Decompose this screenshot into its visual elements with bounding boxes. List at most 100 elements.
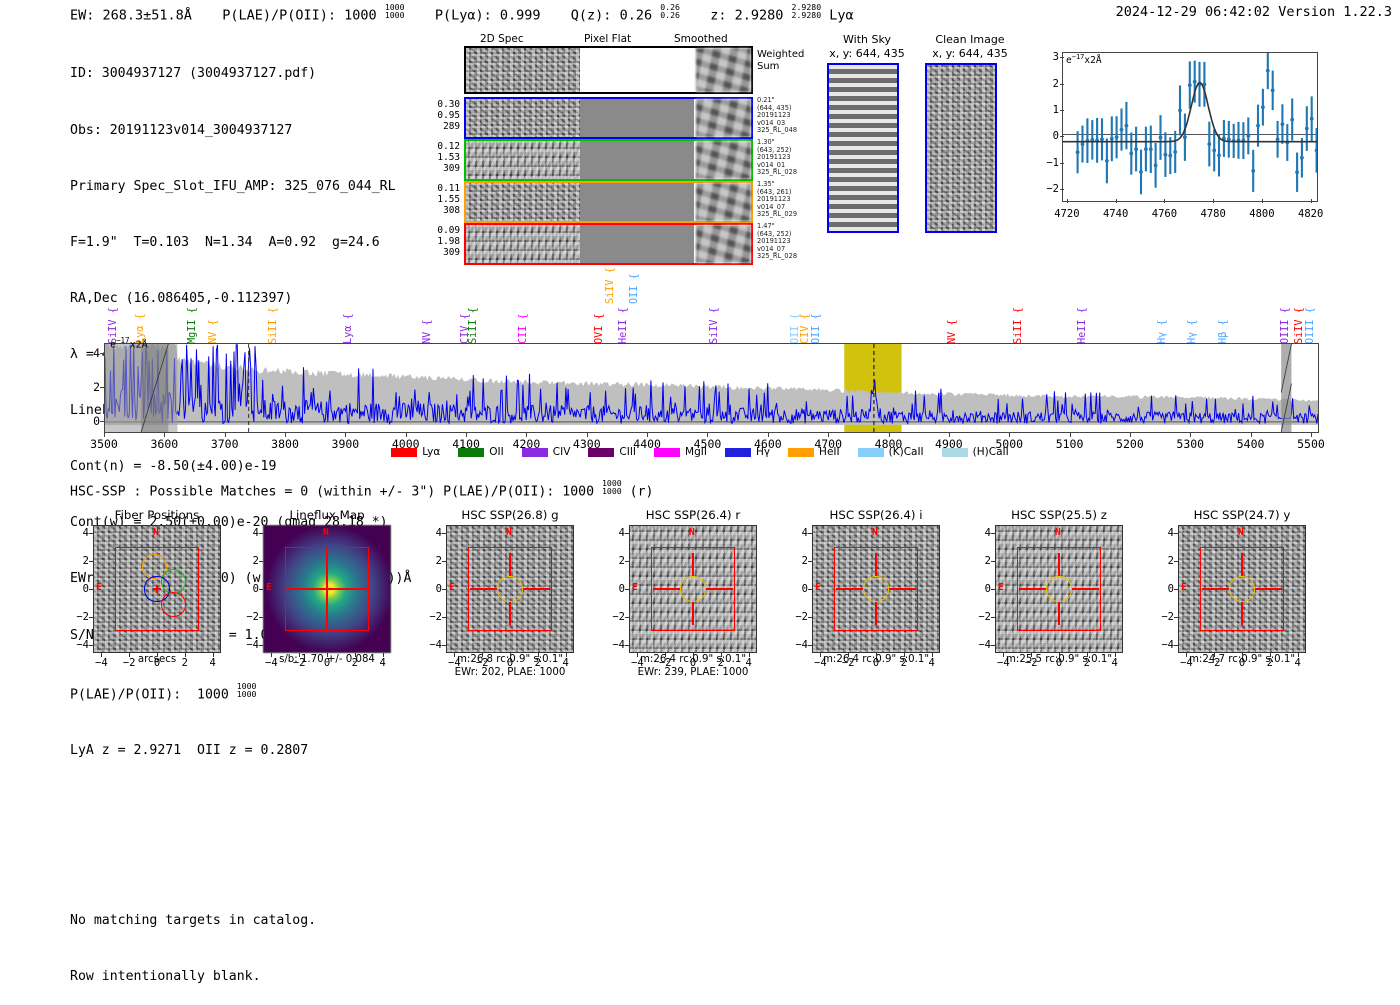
fiber-row-images bbox=[464, 223, 753, 265]
cutout-xtick: −2 bbox=[658, 657, 672, 669]
cutout-ytick: 4 bbox=[801, 527, 808, 540]
cutout-panel[interactable]: HSC SSP(26.4) i N E 4 2 0 −2 −4 −4 −2 0 2 4 m:26.4 … bbox=[781, 505, 971, 669]
east-label: E bbox=[632, 582, 638, 593]
fiber-row[interactable]: 0.09 1.98 309 1.47" (643, 252) 20191123 v014… bbox=[424, 222, 824, 265]
legend-label: (H)CaII bbox=[972, 446, 1009, 458]
cutout-panel[interactable]: HSC SSP(26.8) g N E 4 2 0 −2 −4 −4 −2 0 2 4 m:26.8 … bbox=[415, 505, 605, 678]
spectrum-units-label: e−17x2Å bbox=[110, 336, 148, 351]
north-label: N bbox=[506, 527, 512, 538]
hsc-band-suffix: (r) bbox=[629, 484, 654, 500]
spectrum-line-label: OII { bbox=[811, 313, 823, 344]
cutout-ytick: 0 bbox=[1167, 583, 1174, 595]
north-label: N bbox=[1055, 527, 1061, 538]
cutout-ytick: 2 bbox=[435, 555, 442, 568]
cutout-xtick: 4 bbox=[209, 657, 216, 669]
spectrum-line-label: NV { bbox=[946, 319, 958, 344]
spectrum-line-label: HeII { bbox=[1076, 307, 1088, 344]
cutout-panel[interactable]: Lineflux Map N E 4 2 0 −2 −4 −4 −2 0 2 4 s/b: 1.70 … bbox=[232, 505, 422, 669]
cutout-ytick: −2 bbox=[795, 610, 808, 623]
spectrum-xtick: 5500 bbox=[1297, 437, 1325, 451]
emission-line-fit-chart[interactable]: e−17x2Å −2 −1 0 1 2 3 4720 4740 4760 4780 4800 4820 bbox=[1040, 51, 1323, 224]
spectrum-line-label: Hβ { bbox=[1218, 319, 1230, 344]
photometric-aperture-circle bbox=[680, 576, 706, 602]
fiber-row-stats: 0.30 0.95 289 bbox=[437, 99, 460, 133]
weighted-sum-pixelflat-image bbox=[580, 48, 694, 92]
cutout-panel[interactable]: Fiber Positions N E 4 2 0 −2 −4 −4 −2 0 2 4 arcsecs bbox=[62, 505, 252, 669]
spectrum-line-label: CII { bbox=[518, 313, 530, 344]
fiber-row-images bbox=[464, 181, 753, 223]
clean-image-cutout[interactable]: Clean Image x, y: 644, 435 bbox=[925, 33, 1015, 233]
cutout-xtick: −4 bbox=[265, 657, 278, 669]
spectrum-ytick: 4 bbox=[93, 346, 100, 361]
cutout-xtick: −4 bbox=[448, 657, 461, 669]
legend-swatch bbox=[941, 447, 968, 457]
spectrum-svg bbox=[105, 344, 1318, 432]
fiber-row[interactable]: 0.30 0.95 289 0.21" (644, 435) 20191123 v014… bbox=[424, 96, 824, 139]
spectrum-xtick: 5000 bbox=[995, 437, 1024, 451]
north-label: N bbox=[872, 527, 878, 538]
cutout-panel[interactable]: HSC SSP(25.5) z N E 4 2 0 −2 −4 −4 −2 0 2 4 m:25.5 … bbox=[964, 505, 1154, 669]
fiber-divider bbox=[694, 99, 696, 137]
info-line-seeing: F=1.9" T=0.103 N=1.34 A=0.92 g=24.6 bbox=[70, 234, 380, 250]
east-label: E bbox=[998, 582, 1004, 593]
cutout-panel[interactable]: HSC SSP(24.7) y N E 4 2 0 −2 −4 −4 −2 0 2 4 m:24.7 … bbox=[1147, 505, 1337, 669]
cutout-panel[interactable]: HSC SSP(26.4) r N E 4 2 0 −2 −4 −4 −2 0 2 4 m:26.4 … bbox=[598, 505, 788, 678]
fiber-smoothed-image bbox=[695, 99, 751, 137]
cutout-ytick: 2 bbox=[618, 555, 625, 568]
east-label: E bbox=[815, 582, 821, 593]
spectrum-line-label: MgII { bbox=[186, 307, 198, 344]
east-label: E bbox=[449, 582, 455, 593]
full-spectrum-chart[interactable]: SiIV {Lyα {MgII {NV {SiII {Lyα {NV {CIV … bbox=[0, 267, 1400, 466]
spectrum-xtick: 3800 bbox=[271, 437, 299, 451]
cutout-xtick: −2 bbox=[122, 657, 136, 669]
info-line-contn: Cont(n) = -8.50(±4.00)e-19 bbox=[70, 459, 277, 475]
spectrum-xtick: 4700 bbox=[814, 437, 843, 451]
cutout-xtick: 4 bbox=[928, 657, 935, 669]
spectrum-line-label: Hγ { bbox=[1187, 319, 1199, 344]
cutout-ytick: 2 bbox=[801, 555, 808, 568]
fiber-circle bbox=[144, 576, 170, 602]
plae-fraction: 1000 1000 bbox=[384, 2, 405, 21]
cutout-xtick: 2 bbox=[1266, 657, 1273, 669]
cutout-title: HSC SSP(24.7) y bbox=[1193, 508, 1291, 522]
cutout-xtick: −2 bbox=[1207, 657, 1221, 669]
with-sky-cutout[interactable]: With Sky x, y: 644, 435 bbox=[827, 33, 907, 233]
fiber-2dspec-image bbox=[466, 183, 580, 221]
footer-line-2: Row intentionally blank. bbox=[70, 968, 261, 984]
hsc-ssp-match-line: HSC-SSP : Possible Matches = 0 (within +… bbox=[70, 479, 654, 500]
line-fit-xtick: 4760 bbox=[1151, 208, 1178, 220]
legend-item: CIV bbox=[521, 446, 570, 458]
fiber-row[interactable]: 0.12 1.53 309 1.30" (643, 252) 20191123 v014… bbox=[424, 138, 824, 181]
spectrum-plot-area bbox=[104, 343, 1319, 433]
fiber-smoothed-image bbox=[695, 141, 751, 179]
aperture-box bbox=[1017, 547, 1101, 631]
cutout-xtick: 2 bbox=[351, 657, 358, 669]
line-fit-ytick: 3 bbox=[1052, 51, 1059, 64]
cutout-caption: m:26.4 rc:0.9" s:0.1" EWr: 239, PLAE: 100… bbox=[637, 654, 749, 678]
hsc-text: HSC-SSP : Possible Matches = 0 (within +… bbox=[70, 484, 595, 500]
spectrum-xtick: 5100 bbox=[1055, 437, 1084, 451]
photometric-aperture-circle bbox=[1229, 576, 1255, 602]
spectrum-xtick: 3700 bbox=[210, 437, 239, 451]
fiber-circle bbox=[161, 591, 187, 617]
spectrum-xtick: 5300 bbox=[1176, 437, 1205, 451]
fiber-2dspec-image bbox=[466, 99, 580, 137]
qz-label: Q(z): bbox=[570, 7, 612, 24]
cutout-caption: s/b: 1.70 +/- 0.084 bbox=[279, 654, 375, 665]
line-fit-ytick: −2 bbox=[1046, 182, 1059, 195]
legend-item: (H)CaII bbox=[941, 446, 1009, 458]
cutout-ytick: 0 bbox=[82, 583, 89, 595]
fiber-row[interactable]: 0.11 1.55 308 1.35" (643, 261) 20191123 v014… bbox=[424, 180, 824, 223]
cutout-ytick: −4 bbox=[246, 638, 259, 651]
legend-label: (K)CaII bbox=[888, 446, 924, 458]
cutout-xtick: −4 bbox=[1180, 657, 1193, 669]
line-fit-xtick: 4740 bbox=[1102, 208, 1129, 220]
legend-item: MgII bbox=[654, 446, 707, 458]
cutout-title: Fiber Positions bbox=[114, 508, 200, 522]
weighted-sum-divider bbox=[694, 48, 696, 92]
lineflux-map-image bbox=[263, 525, 391, 653]
timestamp-version: 2024-12-29 06:42:02 Version 1.22.3 bbox=[1116, 4, 1392, 20]
spectrum-line-label: OVI { bbox=[593, 313, 605, 344]
line-fit-svg bbox=[1063, 53, 1317, 195]
weighted-sum-box bbox=[464, 46, 753, 94]
